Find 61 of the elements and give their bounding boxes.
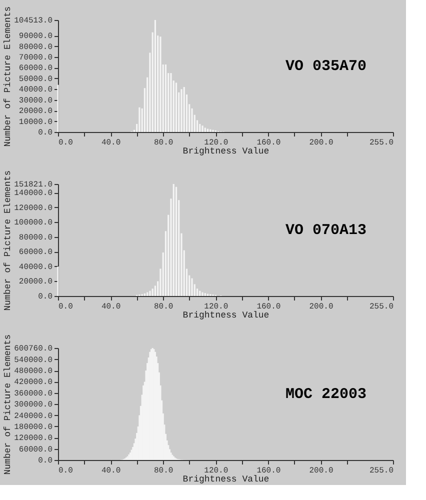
y-tick-label: 120000.0 (14, 434, 53, 444)
y-tick-label: 10000.0 (18, 118, 53, 127)
y-tick-label: 100000.0 (14, 218, 53, 228)
x-tick-label: 160.0 (256, 302, 281, 312)
y-tick-label: 50000.0 (18, 74, 53, 84)
y-tick-label: 0.0 (38, 128, 53, 138)
y-tick-label: 70000.0 (18, 53, 53, 62)
x-tick-label: 200.0 (309, 466, 334, 476)
x-tick-label: 255.0 (369, 466, 394, 476)
x-tick-label: 40.0 (101, 302, 121, 312)
x-tick-label: 160.0 (256, 466, 281, 476)
x-tick-label: 0.0 (58, 302, 74, 312)
y-tick-label: 60000.0 (18, 64, 53, 74)
y-axis-title: Number of Picture Elements (3, 334, 14, 475)
y-tick-label: 40000.0 (18, 86, 53, 95)
y-tick-label: 20000.0 (18, 107, 53, 116)
x-tick-label: 255.0 (369, 138, 394, 148)
y-tick-label: 20000.0 (18, 278, 53, 287)
x-axis-title: Brightness Value (182, 474, 270, 484)
y-tick-label: 151821.0 (14, 180, 53, 190)
y-tick-label: 40000.0 (18, 262, 53, 272)
y-tick-label: 600760.0 (14, 344, 53, 354)
y-tick-label: 480000.0 (14, 367, 53, 376)
y-tick-label: 0.0 (38, 292, 53, 302)
x-tick-label: 160.0 (256, 138, 281, 148)
x-tick-label: 200.0 (309, 138, 334, 148)
y-tick-label: 240000.0 (14, 412, 53, 421)
y-tick-label: 60000.0 (18, 445, 53, 454)
y-tick-label: 60000.0 (18, 248, 53, 258)
y-tick-label: 420000.0 (14, 378, 53, 388)
y-tick-label: 90000.0 (18, 32, 53, 42)
x-tick-label: 200.0 (309, 302, 334, 312)
x-tick-label: 40.0 (101, 466, 121, 476)
x-tick-label: 80.0 (154, 138, 174, 148)
y-axis-title: Number of Picture Elements (3, 6, 14, 147)
y-tick-label: 80000.0 (18, 42, 53, 52)
x-tick-label: 120.0 (204, 302, 228, 312)
x-tick-label: 40.0 (101, 138, 121, 148)
x-tick-label: 80.0 (154, 466, 174, 476)
x-tick-label: 120.0 (204, 466, 228, 476)
y-axis-title: Number of Picture Elements (3, 170, 14, 311)
x-axis-title: Brightness Value (182, 310, 270, 320)
x-tick-label: 0.0 (58, 466, 74, 476)
y-tick-label: 0.0 (38, 456, 53, 466)
x-tick-label: 80.0 (154, 302, 174, 312)
annotation: MOC 22003 (285, 386, 367, 403)
x-axis-title: Brightness Value (182, 146, 270, 156)
y-tick-label: 30000.0 (18, 96, 53, 106)
annotation: VO 070A13 (285, 222, 367, 239)
y-tick-label: 140000.0 (14, 189, 53, 198)
y-tick-label: 104513.0 (14, 16, 53, 26)
y-tick-label: 360000.0 (14, 389, 53, 398)
annotation: VO 035A70 (285, 58, 367, 75)
y-tick-label: 180000.0 (14, 422, 53, 432)
x-tick-label: 255.0 (369, 302, 394, 312)
y-tick-label: 300000.0 (14, 400, 53, 410)
x-tick-label: 0.0 (58, 138, 74, 148)
y-tick-label: 80000.0 (18, 233, 53, 242)
y-tick-label: 120000.0 (14, 204, 53, 213)
x-tick-label: 120.0 (204, 138, 228, 148)
y-tick-label: 540000.0 (14, 356, 53, 365)
